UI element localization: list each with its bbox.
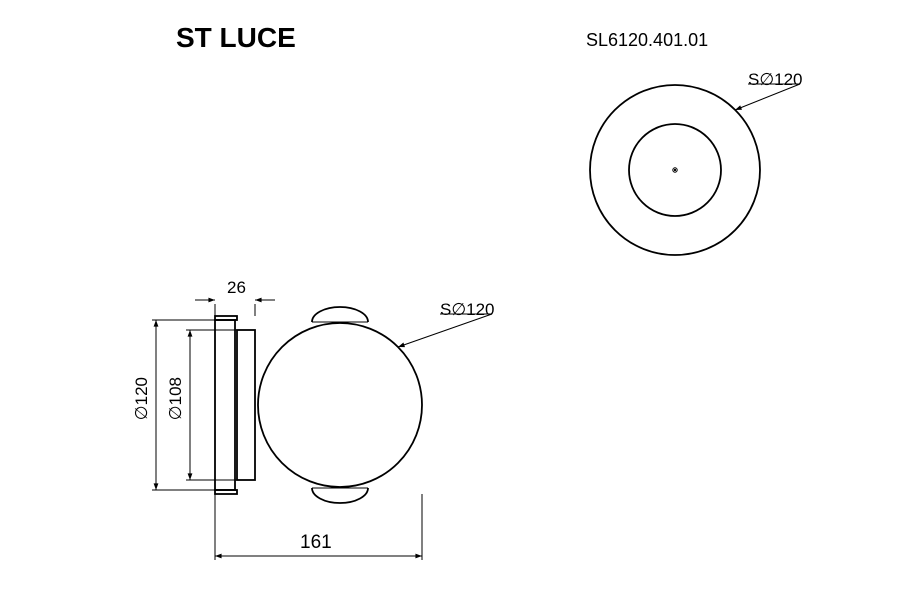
drawing-svg	[0, 0, 900, 600]
drawing-canvas: ST LUCE SL6120.401.01 S∅120 S∅120 26 161…	[0, 0, 900, 600]
